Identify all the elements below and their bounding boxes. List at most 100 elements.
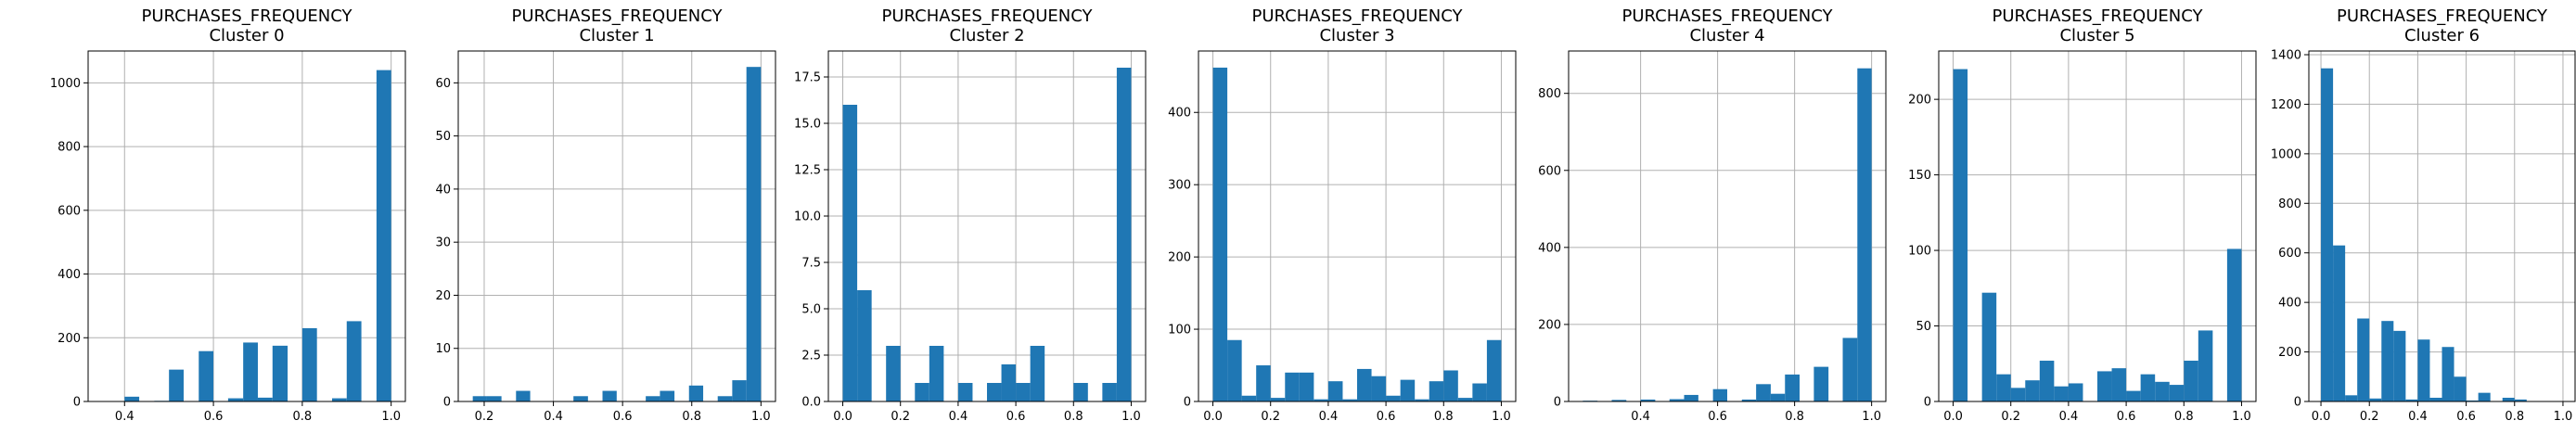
histogram-bar — [957, 383, 973, 401]
histogram-bar — [2333, 245, 2346, 401]
histogram-bar — [1953, 69, 1968, 401]
x-tick-label: 0.8 — [682, 410, 701, 424]
histogram-bar — [2345, 395, 2358, 401]
y-tick-label: 100 — [1908, 245, 1931, 259]
histogram-bar — [2357, 318, 2370, 401]
cluster-4-histogram: 0.4 0.6 0.8 1.0 0 200 400 600 800 PURCHASES_FREQU… — [1538, 6, 1887, 424]
histogram-bar — [573, 396, 588, 401]
histogram-bar — [886, 346, 901, 401]
y-tick-label: 0 — [1184, 396, 1191, 410]
y-tick-label: 2.5 — [801, 350, 821, 363]
y-tick-label: 7.5 — [801, 257, 821, 271]
histogram-bar — [2169, 385, 2185, 401]
x-tick-label: 1.0 — [1121, 410, 1141, 424]
histogram-bar — [929, 346, 944, 401]
x-tick-label: 0.6 — [204, 410, 224, 424]
x-tick-label: 1.0 — [1492, 410, 1511, 424]
histogram-bar — [2097, 371, 2112, 401]
chart-title: PURCHASES_FREQUENCY — [512, 6, 724, 26]
histogram-bar — [376, 70, 391, 402]
histogram-bar — [124, 396, 140, 401]
x-tick-label: 1.0 — [381, 410, 401, 424]
chart-subtitle: Cluster 2 — [949, 26, 1024, 45]
y-tick-label: 60 — [435, 77, 451, 91]
histogram-bar — [1996, 374, 2011, 401]
histogram-bar — [346, 321, 362, 401]
chart-title: PURCHASES_FREQUENCY — [2337, 6, 2548, 26]
histogram-bar — [1030, 346, 1045, 401]
x-tick-label: 0.6 — [1006, 410, 1026, 424]
histogram-bar — [2039, 361, 2055, 401]
y-tick-label: 0 — [73, 396, 81, 410]
histogram-bar — [1386, 395, 1401, 401]
x-tick-label: 0.0 — [833, 410, 852, 424]
x-tick-label: 1.0 — [2554, 410, 2573, 424]
histogram-bar — [717, 396, 733, 401]
histogram-bar — [1472, 383, 1487, 401]
histogram-bar — [1457, 398, 1473, 401]
y-tick-label: 30 — [435, 236, 451, 250]
histogram-bar — [272, 345, 288, 401]
x-tick-label: 0.0 — [1943, 410, 1963, 424]
y-tick-label: 600 — [1538, 164, 1561, 178]
axes-frame — [457, 50, 776, 402]
y-tick-label: 15.0 — [794, 118, 821, 132]
histogram-bar — [732, 380, 747, 401]
histogram-bar — [1813, 366, 1829, 401]
y-tick-label: 10.0 — [794, 210, 821, 224]
x-tick-label: 0.8 — [1434, 410, 1454, 424]
histogram-bar — [2321, 68, 2334, 401]
x-tick-label: 0.4 — [1631, 410, 1650, 424]
axes-frame — [1568, 50, 1887, 402]
axes-frame — [2308, 50, 2576, 402]
y-tick-label: 200 — [1538, 318, 1561, 332]
histogram-bar — [1429, 381, 1444, 401]
histogram-bar — [301, 327, 317, 401]
chart-subtitle: Cluster 6 — [2404, 26, 2480, 45]
x-tick-label: 0.4 — [2408, 410, 2428, 424]
y-tick-label: 600 — [58, 204, 81, 218]
histogram-bar — [2111, 368, 2127, 401]
axes-frame — [1938, 50, 2257, 402]
y-tick-label: 1000 — [50, 77, 81, 91]
y-tick-label: 20 — [435, 289, 451, 303]
y-tick-label: 400 — [1538, 241, 1561, 255]
histogram-bar — [169, 369, 184, 401]
histogram-bar — [1285, 372, 1300, 401]
histogram-bar — [1212, 67, 1228, 401]
histogram-bar — [1227, 339, 1242, 401]
histogram-bar — [1357, 368, 1372, 401]
histogram-bar — [2068, 383, 2083, 401]
x-tick-label: 0.2 — [2360, 410, 2379, 424]
histogram-bar — [1756, 384, 1771, 401]
x-tick-label: 0.4 — [2059, 410, 2079, 424]
axes-frame — [1198, 50, 1517, 402]
histogram-bar — [1486, 339, 1502, 401]
histogram-bar — [1770, 393, 1786, 401]
histogram-bar — [331, 398, 347, 401]
axes-frame — [827, 50, 1147, 402]
histogram-bar — [2140, 374, 2156, 401]
y-tick-label: 5.0 — [801, 303, 821, 317]
histogram-bar — [2226, 248, 2242, 401]
histogram-bar — [243, 342, 258, 401]
y-tick-label: 800 — [1538, 87, 1561, 101]
histogram-bar — [1102, 383, 1117, 401]
histogram-bar — [646, 396, 660, 401]
histogram-bar — [2155, 381, 2170, 401]
cluster-6-histogram: 0.0 0.2 0.4 0.6 0.8 1.0 0 200 400 600 800 1000 1200 1… — [2271, 6, 2576, 424]
histogram-bar — [1785, 374, 1801, 401]
y-tick-label: 50 — [435, 130, 451, 144]
x-tick-label: 0.4 — [544, 410, 563, 424]
histogram-bar — [1371, 376, 1387, 401]
y-tick-label: 200 — [58, 332, 81, 346]
x-tick-label: 0.2 — [2001, 410, 2020, 424]
cluster-0-histogram: 0.4 0.6 0.8 1.0 0 200 400 600 800 1000 PURCHASES_F… — [50, 6, 406, 424]
chart-title: PURCHASES_FREQUENCY — [142, 6, 353, 26]
histogram-bar — [1712, 388, 1727, 401]
x-tick-label: 0.2 — [891, 410, 910, 424]
histogram-bar — [1270, 398, 1286, 401]
histogram-bar — [2429, 397, 2442, 401]
x-tick-label: 0.4 — [1319, 410, 1339, 424]
histogram-bar — [1001, 364, 1017, 401]
